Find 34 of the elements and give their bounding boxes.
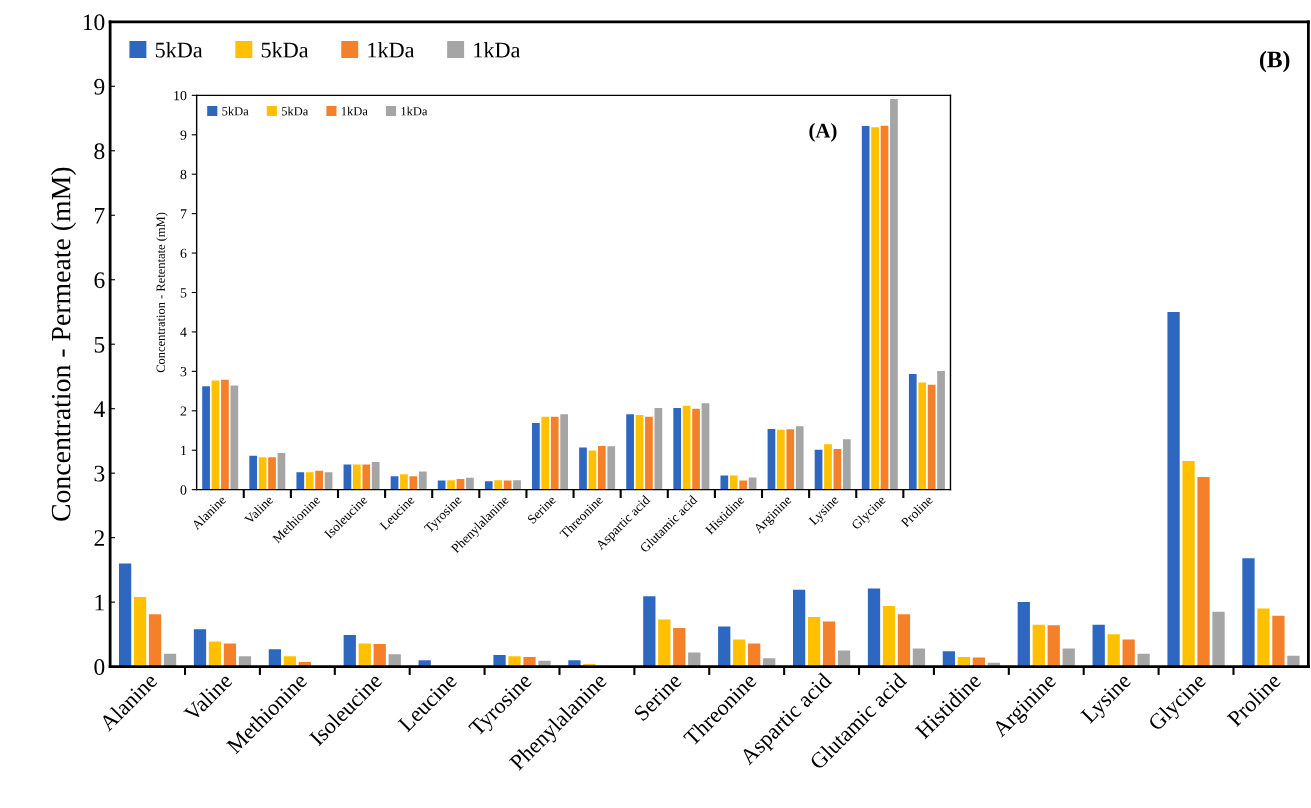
legend-label: 1kDa: [474, 41, 521, 58]
y-tick-label: 6: [180, 248, 187, 259]
annotation: (A): [809, 122, 837, 142]
legend-label: 1kDa: [368, 41, 415, 58]
y-tick-label: 4: [93, 401, 105, 417]
y-tick-label: 2: [94, 530, 104, 546]
y-tick-label: 3: [94, 465, 105, 482]
y-tick-label: 0: [180, 485, 187, 495]
y-tick-label: 10: [174, 90, 187, 101]
legend-label: 5kDa: [281, 106, 309, 116]
y-tick-label: 6: [94, 272, 105, 289]
y-tick-label: 1: [181, 445, 187, 456]
annotation: (B): [1259, 50, 1290, 73]
y-tick-label: 5: [180, 288, 187, 298]
y-axis-title: Concentration - Permeate (mM): [50, 167, 77, 521]
legend-label: 1kDa: [401, 106, 428, 116]
y-tick-label: 9: [94, 78, 105, 95]
y-tick-label: 2: [180, 406, 187, 416]
y-tick-label: 0: [94, 659, 105, 676]
y-tick-label: 9: [180, 130, 187, 140]
y-tick-label: 8: [94, 143, 105, 160]
y-tick-label: 7: [95, 207, 105, 224]
legend-label: 5kDa: [261, 41, 309, 58]
y-tick-label: 10: [83, 14, 105, 31]
y-tick-label: 3: [180, 366, 187, 377]
y-tick-label: 4: [180, 327, 187, 337]
legend-label: 1kDa: [341, 106, 368, 116]
y-tick-label: 1: [95, 594, 104, 611]
y-axis-title: Concentration - Retentate (mM): [156, 212, 168, 373]
y-tick-label: 5: [94, 336, 105, 353]
y-tick-label: 7: [180, 209, 187, 219]
legend-label: 5kDa: [155, 41, 203, 58]
legend-label: 5kDa: [222, 106, 249, 116]
y-tick-label: 8: [180, 169, 187, 180]
